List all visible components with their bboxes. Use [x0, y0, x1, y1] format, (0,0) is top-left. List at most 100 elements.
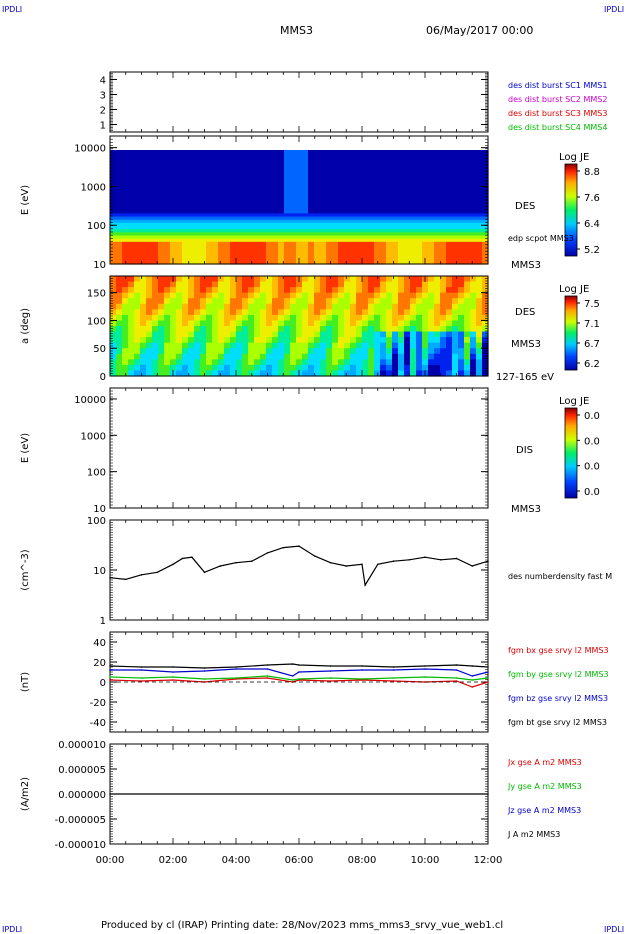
density-data-point	[140, 574, 143, 576]
des-energy-cell	[110, 235, 117, 240]
des-energy-cell	[470, 200, 477, 205]
des-energy-cell	[224, 191, 231, 195]
des-pitch-cell	[206, 359, 213, 366]
des-pitch-cell	[278, 298, 285, 305]
des-pitch-cell	[332, 303, 339, 310]
des-energy-cell	[164, 181, 171, 186]
des-energy-cell	[464, 213, 471, 218]
des-energy-cell	[338, 238, 345, 243]
des-pitch-cell	[410, 370, 417, 377]
des-energy-cell	[422, 207, 429, 211]
des-energy-cell	[410, 254, 417, 259]
des-energy-cell	[248, 248, 255, 252]
des-energy-cell	[182, 222, 189, 227]
des-pitch-cell	[212, 309, 219, 316]
des-energy-cell	[110, 150, 117, 154]
des-energy-cell	[248, 260, 255, 265]
des-pitch-cell	[368, 359, 375, 366]
des-energy-cell	[422, 241, 429, 246]
des-energy-cell	[224, 210, 231, 214]
des-energy-cell	[302, 257, 309, 262]
des-energy-cell	[164, 150, 171, 154]
des-energy-cell	[230, 153, 237, 157]
des-energy-cell	[308, 188, 315, 192]
des-pitch-cell	[212, 331, 219, 338]
des-energy-cell	[440, 169, 447, 173]
des-energy-cell	[386, 178, 393, 183]
des-energy-cell	[194, 153, 201, 157]
des-energy-cell	[338, 194, 345, 199]
des-energy-cell	[230, 191, 237, 195]
dis-energy-species-label: DIS	[516, 445, 533, 456]
des-pitch-cell	[254, 314, 261, 322]
des-energy-cell	[290, 229, 297, 233]
fgm-data-point	[172, 666, 174, 668]
des-energy-cell	[482, 178, 489, 183]
des-pitch-cell	[158, 331, 165, 338]
des-energy-cell	[188, 162, 195, 167]
des-energy-cell	[344, 207, 351, 211]
des-energy-cell	[482, 257, 489, 262]
des-pitch-cell	[218, 281, 225, 288]
des-energy-cell	[356, 241, 363, 246]
des-energy-cell	[272, 241, 279, 246]
des-pitch-cell	[410, 309, 417, 316]
des-energy-cell	[278, 207, 285, 211]
des-pitch-cell	[230, 342, 237, 349]
des-energy-cell	[230, 172, 237, 176]
des-pitch-cell	[116, 287, 123, 294]
des-energy-cell	[296, 191, 303, 195]
des-pitch-cell	[140, 287, 147, 294]
des-pitch-cell	[224, 281, 231, 288]
des-energy-cell	[302, 200, 309, 205]
des-energy-cell	[404, 165, 411, 170]
des-pitch-cell	[416, 276, 423, 283]
des-energy-cell	[206, 178, 213, 183]
des-energy-cell	[398, 162, 405, 167]
des-energy-cell	[296, 222, 303, 227]
des-energy-cell	[188, 254, 195, 259]
des-energy-cell	[164, 194, 171, 199]
des-pitch-cell	[194, 359, 201, 366]
des-pitch-cell	[392, 303, 399, 310]
des-energy-cell	[314, 235, 321, 240]
des-pitch-cell	[380, 370, 387, 377]
des-pitch-cell	[350, 331, 357, 338]
des-energy-cell	[218, 254, 225, 259]
des-energy-cell	[362, 203, 369, 208]
des-energy-cell	[332, 175, 339, 180]
des_energy-y-tick-label: 100	[87, 221, 106, 232]
des-energy-cell	[164, 172, 171, 176]
des-energy-cell	[230, 197, 237, 202]
des-energy-cell	[212, 213, 219, 218]
des-energy-cell	[266, 210, 273, 214]
des-energy-cell	[332, 222, 339, 227]
date-title: 06/May/2017 00:00	[426, 24, 533, 37]
des-pitch-cell	[188, 326, 195, 333]
des-energy-cell	[248, 188, 255, 192]
des-energy-cell	[326, 254, 333, 259]
des-pitch-cell	[260, 342, 267, 349]
des-energy-cell	[404, 172, 411, 176]
des-energy-cell	[386, 207, 393, 211]
des-energy-cell	[440, 153, 447, 157]
fgm-data-point	[329, 677, 332, 679]
des-pitch-cell	[230, 359, 237, 366]
des-energy-cell	[284, 191, 291, 195]
des-energy-cell	[206, 216, 213, 221]
des-energy-cell	[188, 207, 195, 211]
des-pitch-cell	[152, 370, 159, 377]
des-energy-cell	[404, 248, 411, 252]
des-energy-cell	[398, 207, 405, 211]
des-pitch-cell	[446, 287, 453, 294]
des-pitch-cell	[188, 370, 195, 377]
des-energy-cell	[338, 260, 345, 265]
des-energy-cell	[470, 178, 477, 183]
des-energy-cell	[446, 245, 453, 249]
des-energy-cell	[404, 203, 411, 208]
des-energy-cell	[206, 150, 213, 154]
des-pitch-cell	[440, 353, 447, 360]
des-pitch-cell	[200, 326, 207, 333]
des-pitch-cell	[236, 348, 243, 355]
des-pitch-cell	[398, 370, 405, 377]
